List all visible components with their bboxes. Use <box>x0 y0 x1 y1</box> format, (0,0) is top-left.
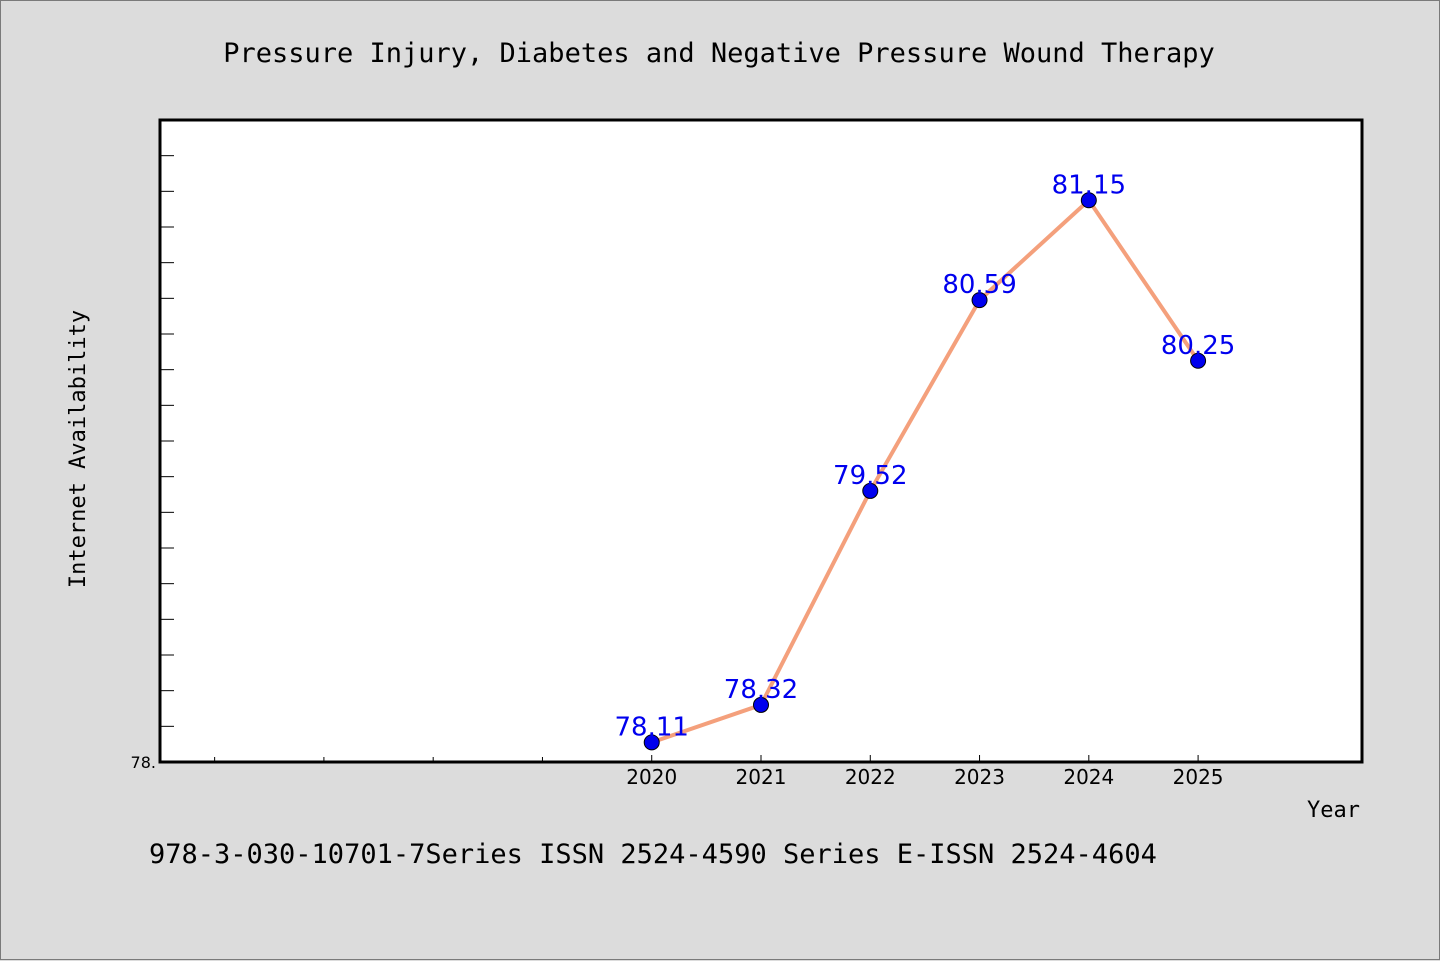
series-line-group <box>649 198 1201 745</box>
footnote: 978-3-030-10701-7Series ISSN 2524-4590 S… <box>149 839 1157 870</box>
data-point <box>971 292 988 309</box>
y-axis-min-label: 78. <box>131 753 156 772</box>
x-tick-label: 2021 <box>736 765 787 789</box>
data-point <box>753 696 769 713</box>
data-label: 78.32 <box>724 675 798 705</box>
x-tick-label: 2022 <box>845 765 896 789</box>
data-label: 80.59 <box>942 270 1016 300</box>
data-label: 79.52 <box>833 461 907 491</box>
x-axis-tick-labels: 2020 2021 2022 2023 2024 2025 <box>626 765 1223 789</box>
plot-border <box>158 118 1364 764</box>
data-point <box>643 734 660 751</box>
series-data-labels: 78.11 78.32 79.52 80.59 81.15 80.25 <box>615 170 1236 742</box>
chart-title: Pressure Injury, Diabetes and Negative P… <box>223 38 1215 69</box>
x-tick-label: 2025 <box>1173 765 1224 789</box>
series-line <box>649 198 1201 745</box>
data-point <box>862 482 879 499</box>
y-axis-label: Internet Availability <box>66 310 91 588</box>
data-point <box>1190 352 1207 369</box>
x-axis-label: Year <box>1307 798 1360 823</box>
x-tick-label: 2023 <box>954 765 1005 789</box>
x-tick-label: 2020 <box>626 765 677 789</box>
data-point <box>1080 192 1097 209</box>
series-markers <box>643 192 1207 751</box>
y-axis-ticks <box>160 155 174 727</box>
data-label: 80.25 <box>1161 331 1235 361</box>
x-tick-label: 2024 <box>1063 765 1114 789</box>
data-label: 78.11 <box>615 712 689 742</box>
plot-area <box>160 120 1362 762</box>
data-label: 81.15 <box>1052 170 1126 200</box>
